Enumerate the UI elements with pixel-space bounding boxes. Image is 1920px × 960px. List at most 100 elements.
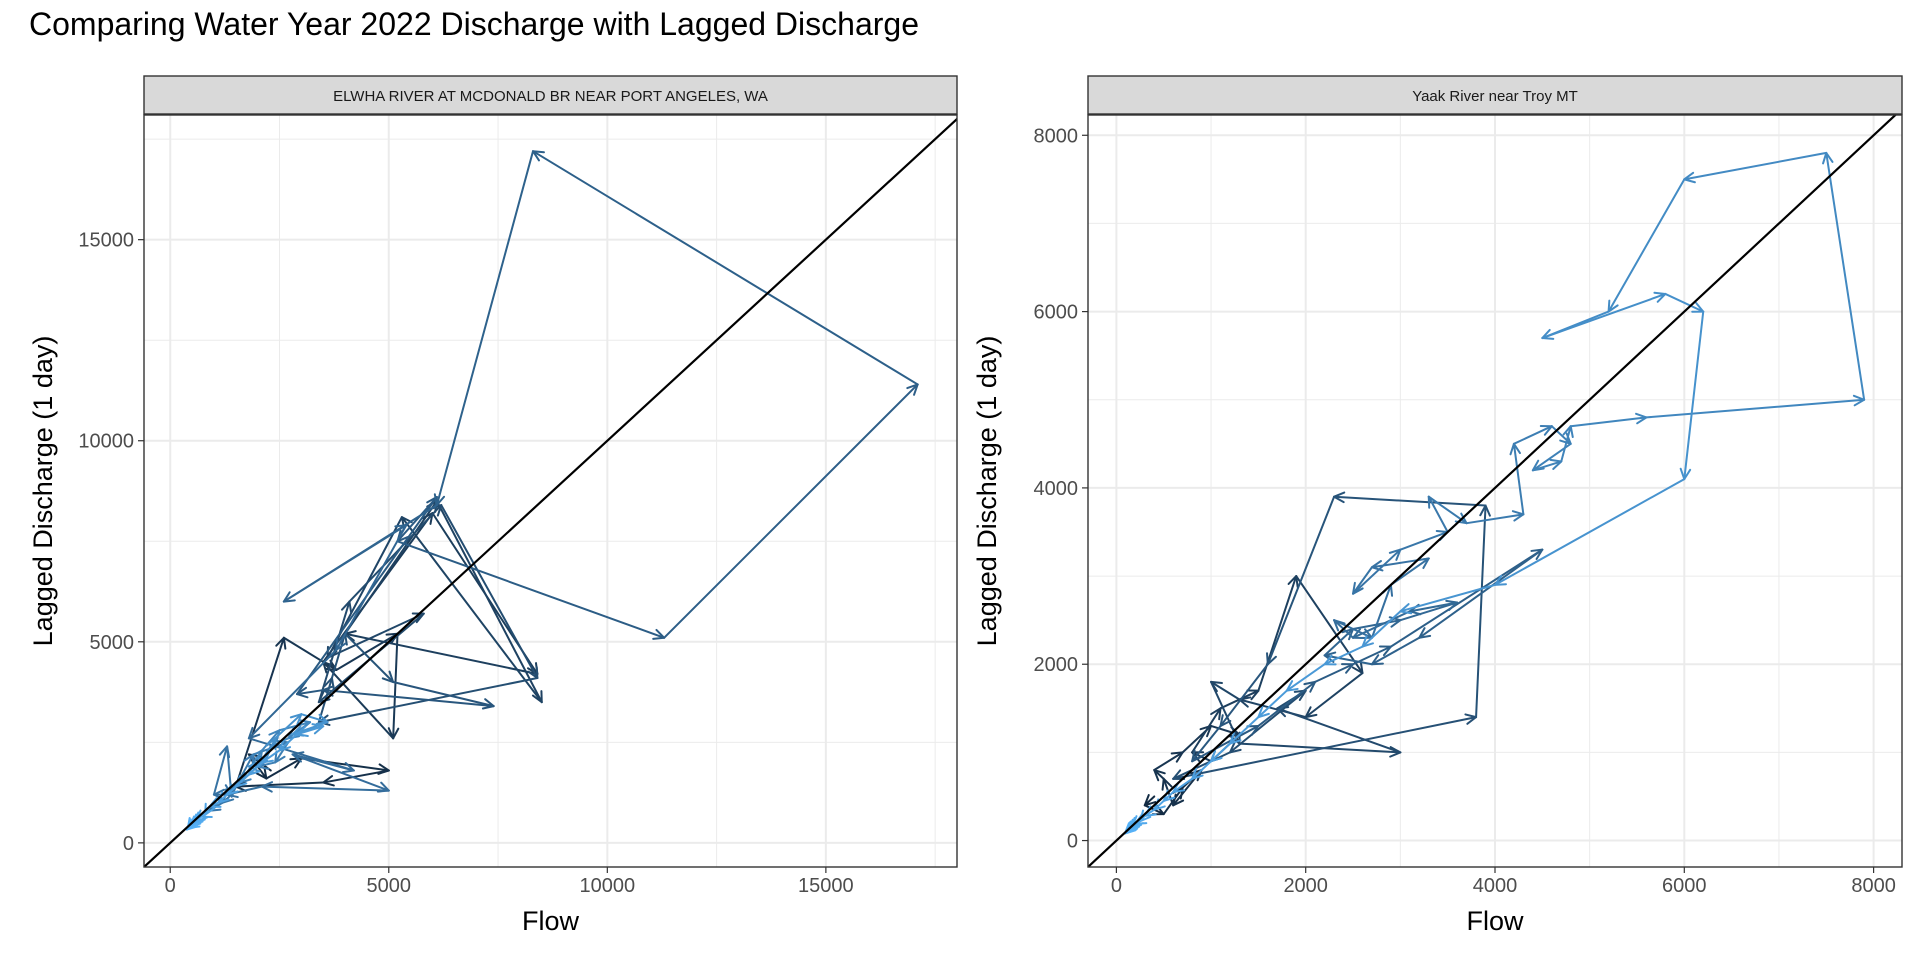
- x-axis-title: Flow: [522, 906, 580, 936]
- arrow-segment: [1418, 548, 1544, 639]
- x-tick-label: 0: [1111, 875, 1122, 897]
- arrow-series: [185, 150, 919, 831]
- chart-title: Comparing Water Year 2022 Discharge with…: [29, 6, 919, 42]
- arrow-segment: [1257, 689, 1288, 719]
- x-tick-label: 0: [165, 875, 176, 897]
- arrow-segment: [287, 721, 312, 740]
- arrow-segment: [1645, 398, 1866, 419]
- arrow-segment: [663, 383, 919, 639]
- y-tick-label: 5000: [90, 632, 135, 654]
- arrow-segment: [1314, 663, 1355, 683]
- panel-border: [143, 114, 958, 868]
- arrow-segment: [1399, 601, 1459, 622]
- arrow-segment: [1512, 442, 1525, 516]
- arrow-segment: [1153, 751, 1184, 772]
- y-tick-label: 0: [123, 833, 134, 855]
- panel-border: [1087, 114, 1903, 868]
- arrow-segment: [1276, 707, 1402, 754]
- arrow-segment: [212, 745, 229, 796]
- arrow-segment: [330, 632, 347, 679]
- arrow-segment: [1370, 583, 1392, 639]
- arrow-segment: [278, 733, 298, 752]
- arrow-segment: [335, 524, 408, 651]
- arrow-segment: [261, 729, 281, 752]
- arrow-segment: [1389, 548, 1544, 648]
- arrow-segment: [1825, 151, 1866, 401]
- arrow-segment: [295, 689, 325, 696]
- arrow-segment: [440, 504, 539, 679]
- panel-elwha: 0 5000 10000 15000 0 5000 10000 15000 ELWHA RIVE…: [28, 75, 958, 936]
- arrow-segment: [1560, 425, 1572, 463]
- arrow-segment: [1191, 724, 1260, 763]
- x-tick-label: 15000: [798, 875, 854, 897]
- arrow-segment: [1352, 566, 1373, 595]
- arrow-segment: [322, 689, 495, 708]
- y-tick-label: 4000: [1034, 478, 1079, 500]
- arrow-segment: [1210, 742, 1231, 763]
- arrow-segment: [1664, 292, 1705, 313]
- arrow-segment: [1361, 610, 1402, 648]
- arrow-segment: [1399, 530, 1449, 551]
- arrow-segment: [1352, 548, 1402, 595]
- arrow-segment: [1683, 310, 1705, 481]
- arrow-segment: [1172, 769, 1203, 807]
- arrow-segment: [291, 753, 355, 772]
- arrow-segment: [1569, 416, 1648, 428]
- arrow-segment: [1191, 707, 1222, 754]
- arrow-segment: [1228, 689, 1307, 754]
- arrow-segment: [396, 540, 666, 639]
- y-tick-label: 0: [1067, 831, 1078, 853]
- arrow-segment: [1323, 654, 1373, 666]
- arrow-segment: [1210, 680, 1241, 701]
- arrow-segment: [1370, 636, 1421, 666]
- x-tick-label: 5000: [367, 875, 412, 897]
- arrow-segment: [400, 516, 543, 704]
- arrow-segment: [265, 737, 277, 760]
- x-tick-label: 10000: [580, 875, 636, 897]
- arrow-segment: [291, 753, 390, 792]
- x-tick-label: 6000: [1662, 875, 1707, 897]
- y-tick-label: 15000: [78, 230, 134, 252]
- arrow-segment: [344, 632, 395, 684]
- arrow-segment: [322, 769, 390, 784]
- facet-strip: [1087, 75, 1903, 115]
- arrow-segment: [247, 648, 338, 740]
- arrow-segment: [234, 773, 250, 788]
- arrow-segment: [1285, 663, 1326, 692]
- arrow-segment: [396, 496, 438, 543]
- arrow-segment: [247, 761, 264, 776]
- arrow-segment: [1333, 619, 1373, 639]
- arrow-segment: [1266, 495, 1336, 666]
- arrow-segment: [435, 500, 543, 704]
- arrow-segment: [1172, 777, 1194, 794]
- arrow-segment: [1607, 178, 1686, 313]
- identity-line: [144, 117, 957, 867]
- arrow-segment: [392, 681, 495, 708]
- arrow-segment: [1172, 716, 1478, 780]
- arrow-segment: [1494, 478, 1686, 586]
- x-tick-label: 8000: [1851, 875, 1896, 897]
- facet-strip-label: ELWHA RIVER AT MCDONALD BR NEAR PORT ANG…: [333, 88, 768, 105]
- y-tick-label: 2000: [1034, 654, 1079, 676]
- arrow-segment: [326, 612, 425, 659]
- arrow-segment: [265, 757, 303, 780]
- x-tick-label: 2000: [1283, 875, 1328, 897]
- arrow-segment: [1399, 583, 1496, 613]
- arrow-segment: [322, 660, 395, 740]
- arrow-segment: [282, 524, 408, 603]
- arrow-segment: [392, 632, 399, 740]
- arrow-segment: [295, 725, 325, 736]
- arrow-segment: [1541, 292, 1667, 340]
- x-tick-label: 4000: [1473, 875, 1518, 897]
- arrow-segment: [261, 749, 281, 764]
- arrow-segment: [1257, 575, 1298, 692]
- arrow-segment: [532, 150, 919, 386]
- arrow-segment: [335, 632, 399, 671]
- arrow-segment: [344, 632, 539, 675]
- arrow-segment: [274, 713, 303, 740]
- arrow-segment: [344, 500, 438, 635]
- arrow-segment: [1219, 663, 1269, 727]
- arrow-segment: [348, 504, 443, 603]
- arrow-segment: [435, 150, 535, 507]
